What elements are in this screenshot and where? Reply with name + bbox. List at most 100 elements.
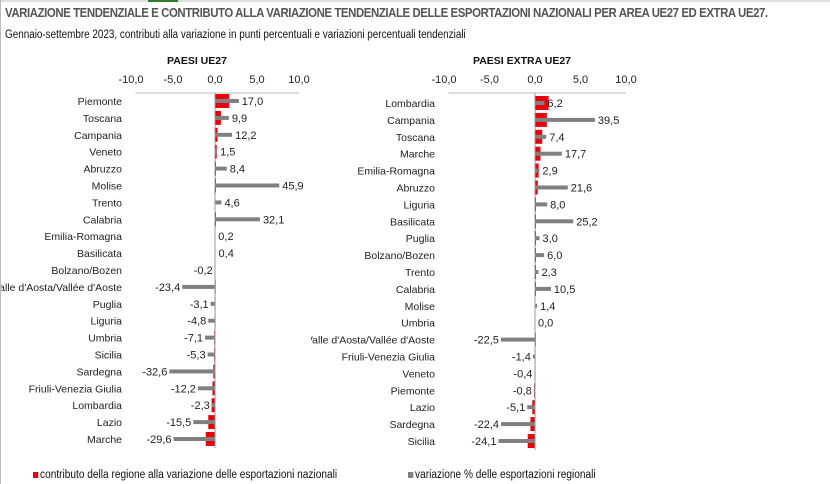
data-label: 0,4	[219, 248, 234, 260]
category-label: Basilicata	[390, 216, 435, 228]
category-label: Veneto	[402, 368, 435, 380]
variation-bar	[173, 437, 215, 441]
variation-bar	[533, 388, 535, 393]
data-label: 8,4	[230, 164, 245, 176]
variation-bar	[535, 303, 538, 308]
variation-bar	[535, 117, 595, 122]
axis-tick-label: -10,0	[431, 74, 456, 86]
variation-bar	[215, 217, 260, 222]
data-label: -0,8	[513, 385, 532, 397]
category-label: Lazio	[410, 402, 435, 414]
data-label: 39,5	[598, 115, 619, 127]
top-accent	[148, 0, 178, 2]
data-label: 7,4	[549, 132, 564, 144]
data-label: -12,2	[171, 383, 196, 395]
category-label: Liguria	[403, 199, 435, 211]
category-label: Bolzano/Bozen	[364, 250, 435, 262]
chart-extra-ue27: PAESI EXTRA UE27 -10,0 -5,0 0,0 5,0 10,0 Lomba…	[311, 55, 637, 450]
variation-bar	[535, 236, 540, 241]
category-label: Lazio	[97, 417, 122, 429]
category-label: Abruzzo	[83, 164, 122, 176]
category-label: Trento	[405, 267, 435, 279]
variation-bar	[193, 420, 215, 425]
variation-bar	[535, 101, 545, 105]
data-label: 2,3	[541, 267, 556, 279]
data-label: -1,4	[512, 352, 531, 364]
variation-bar	[205, 335, 215, 340]
category-label: Lombardia	[72, 400, 122, 412]
data-label: 10,5	[554, 284, 575, 296]
data-label: 6,2	[547, 98, 562, 110]
data-label: -15,5	[166, 417, 191, 429]
data-label: -29,6	[146, 434, 171, 446]
variation-bar	[535, 253, 545, 258]
category-label: Marche	[400, 149, 435, 161]
category-label: Bolzano/Bozen	[51, 265, 122, 277]
variation-bar	[535, 270, 539, 274]
data-label: -5,1	[506, 402, 525, 414]
category-label: Puglia	[93, 299, 122, 311]
data-label: 9,9	[232, 113, 247, 125]
data-label: 17,7	[565, 149, 586, 161]
axis-tick-label: 10,0	[615, 74, 636, 86]
variation-bar	[182, 284, 215, 289]
chart-ue27: PAESI UE27 -10,0 -5,0 0,0 5,0 10,0 Piemonte 17,…	[1, 55, 310, 448]
variation-bar	[211, 403, 215, 408]
category-label: Umbria	[401, 318, 435, 330]
data-label: -32,6	[142, 366, 167, 378]
variation-bar	[535, 202, 548, 207]
data-label: -0,4	[513, 368, 532, 380]
category-label: Valle d'Aosta/Vallée d'Aoste	[311, 335, 435, 347]
category-label: Campania	[74, 130, 122, 142]
axis-tick-label: -5,0	[164, 74, 183, 86]
axis-tick-label: 0,0	[527, 74, 542, 86]
legend-label-variazione: variazione % delle esportazioni regional…	[415, 469, 596, 481]
variation-bar	[210, 301, 215, 306]
category-label: Valle d'Aosta/Vallée d'Aoste	[1, 282, 122, 294]
variation-bar	[215, 166, 227, 171]
axis-tick-label: 5,0	[249, 74, 264, 86]
data-label: -22,4	[474, 419, 499, 431]
variation-bar	[215, 183, 280, 188]
category-label: Lombardia	[385, 98, 435, 110]
category-label: Friuli-Venezia Giulia	[29, 383, 123, 395]
category-label: Calabria	[83, 214, 122, 226]
data-label: -5,3	[187, 350, 206, 362]
category-label: Veneto	[89, 147, 122, 159]
variation-bar	[207, 352, 215, 357]
data-label: 17,0	[242, 96, 263, 108]
variation-bar	[498, 439, 535, 443]
category-label: Sardegna	[389, 419, 435, 431]
panel-title: PAESI EXTRA UE27	[473, 55, 571, 67]
variation-bar	[215, 99, 239, 103]
category-label: Trento	[92, 197, 122, 209]
axis-tick-label: 10,0	[288, 74, 309, 86]
category-label: Friuli-Venezia Giulia	[342, 352, 436, 364]
data-label: 3,0	[543, 233, 558, 245]
variation-bar	[215, 200, 222, 205]
category-label: Emilia-Romagna	[357, 166, 435, 178]
data-label: 0,0	[538, 318, 553, 330]
category-label: Puglia	[406, 233, 435, 245]
variation-bar	[215, 149, 218, 154]
data-label: 8,0	[550, 199, 565, 211]
top-border	[1, 0, 830, 2]
legend-item-variazione: variazione % delle esportazioni regional…	[408, 469, 596, 481]
data-label: 45,9	[282, 181, 303, 193]
data-label: 32,1	[263, 214, 284, 226]
category-label: Toscana	[83, 113, 122, 125]
category-label: Marche	[87, 434, 122, 446]
category-label: Basilicata	[77, 248, 122, 260]
legend-item-contributo: contributo della regione alla variazione…	[33, 469, 337, 481]
data-label: -23,4	[155, 282, 180, 294]
data-label: -22,5	[474, 335, 499, 347]
variation-bar	[535, 151, 562, 156]
variation-bar	[215, 115, 229, 120]
category-label: Liguria	[90, 316, 122, 328]
variation-bar	[535, 219, 574, 224]
category-label: Emilia-Romagna	[44, 231, 122, 243]
data-label: 1,5	[220, 147, 235, 159]
data-label: 21,6	[571, 183, 592, 195]
variation-bar	[208, 318, 215, 323]
